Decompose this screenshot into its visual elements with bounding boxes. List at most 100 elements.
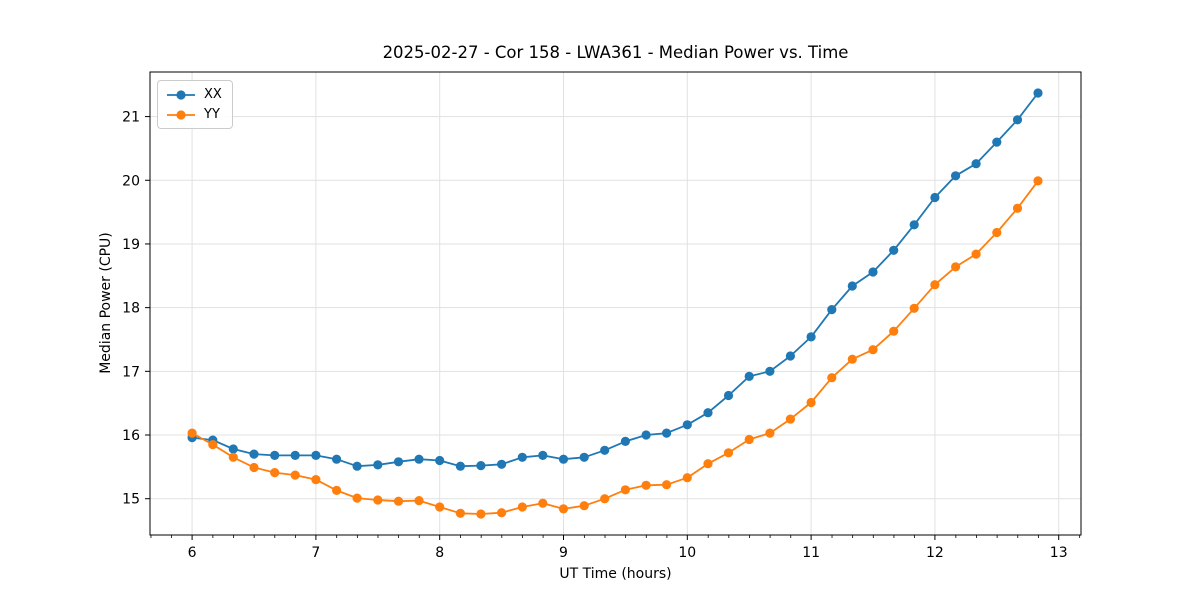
data-point-yy: [744, 434, 754, 445]
data-point-yy: [497, 508, 507, 518]
data-point-yy: [1033, 176, 1043, 186]
data-point-yy: [868, 345, 878, 355]
data-point-xx: [847, 281, 857, 291]
data-point-yy: [723, 448, 734, 458]
x-tick-label: 11: [802, 545, 820, 561]
legend-label-xx: XX: [204, 87, 222, 102]
legend-key-line-icon: [167, 109, 195, 120]
data-point-xx: [538, 450, 548, 460]
x-axis-label: UT Time (hours): [559, 566, 672, 582]
x-tick-label: 6: [188, 545, 197, 561]
data-point-yy: [889, 326, 899, 336]
data-point-xx: [971, 159, 981, 169]
x-tick-label: 10: [678, 545, 696, 561]
data-point-xx: [332, 454, 342, 464]
data-point-xx: [1033, 88, 1043, 98]
y-tick-label: 18: [122, 301, 140, 317]
data-point-yy: [249, 462, 259, 473]
data-point-xx: [662, 428, 672, 438]
legend: XX YY: [157, 80, 233, 129]
data-point-xx: [600, 445, 610, 455]
data-point-yy: [992, 227, 1002, 238]
data-point-xx: [765, 366, 775, 376]
data-point-xx: [414, 454, 424, 464]
x-tick-label: 12: [926, 545, 944, 561]
data-point-yy: [332, 485, 342, 495]
data-point-yy: [1012, 203, 1023, 213]
data-point-yy: [270, 468, 280, 478]
data-point-xx: [620, 436, 631, 446]
data-point-xx: [311, 450, 321, 460]
data-point-xx: [455, 461, 465, 471]
data-point-yy: [558, 504, 569, 514]
plot-border: [149, 71, 1082, 536]
data-point-yy: [806, 397, 816, 408]
y-tick-label: 17: [122, 364, 140, 380]
y-tick-label: 19: [122, 237, 140, 253]
data-point-xx: [373, 460, 383, 470]
data-point-xx: [579, 452, 589, 462]
data-point-xx: [558, 454, 569, 464]
data-point-yy: [930, 280, 940, 290]
data-point-xx: [806, 332, 816, 342]
data-point-yy: [682, 473, 692, 483]
data-point-xx: [703, 408, 713, 418]
data-point-xx: [909, 220, 919, 230]
data-point-xx: [744, 371, 754, 381]
data-point-yy: [517, 502, 527, 512]
data-point-yy: [641, 480, 651, 490]
x-tick-label: 9: [559, 545, 568, 561]
data-point-xx: [889, 245, 899, 255]
data-point-xx: [497, 459, 507, 469]
data-point-yy: [662, 480, 672, 490]
data-point-yy: [765, 428, 775, 438]
y-tick-label: 15: [122, 492, 140, 508]
data-point-yy: [971, 249, 981, 259]
data-point-yy: [311, 475, 321, 485]
series-line-yy: [191, 180, 1039, 515]
data-point-xx: [270, 450, 280, 460]
data-point-xx: [827, 305, 837, 315]
data-point-xx: [682, 420, 692, 430]
data-point-yy: [909, 303, 919, 313]
data-point-yy: [352, 493, 362, 503]
data-point-xx: [352, 461, 362, 471]
data-point-xx: [992, 137, 1002, 147]
data-point-yy: [228, 452, 238, 462]
legend-item-xx: XX: [165, 86, 222, 103]
data-point-xx: [249, 449, 259, 459]
data-point-xx: [868, 267, 878, 277]
data-point-xx: [785, 351, 796, 361]
legend-item-yy: YY: [165, 106, 222, 123]
series-line-xx: [191, 92, 1039, 468]
data-point-yy: [538, 498, 548, 508]
data-point-yy: [620, 485, 631, 495]
data-point-yy: [951, 262, 961, 272]
y-tick-label: 20: [122, 173, 140, 189]
data-point-xx: [228, 444, 238, 454]
data-point-yy: [476, 509, 486, 519]
data-point-xx: [951, 171, 961, 181]
data-point-yy: [373, 495, 383, 505]
data-point-xx: [641, 430, 651, 440]
data-point-yy: [393, 496, 404, 506]
data-point-yy: [435, 502, 445, 512]
x-tick-label: 7: [311, 545, 320, 561]
data-point-yy: [187, 428, 197, 438]
data-point-xx: [723, 390, 734, 401]
data-point-yy: [208, 440, 218, 450]
data-point-xx: [290, 450, 300, 460]
data-point-yy: [455, 508, 465, 518]
data-point-xx: [476, 461, 486, 471]
legend-key-line-icon: [167, 89, 195, 100]
data-point-xx: [1012, 115, 1023, 125]
chart-title: 2025-02-27 - Cor 158 - LWA361 - Median P…: [382, 43, 849, 62]
data-point-xx: [930, 192, 940, 203]
data-point-yy: [847, 354, 857, 364]
data-point-xx: [393, 457, 404, 467]
y-axis-label: Median Power (CPU): [98, 232, 114, 374]
x-tick-label: 8: [435, 545, 444, 561]
y-tick-label: 21: [122, 110, 140, 126]
data-point-yy: [290, 470, 300, 480]
